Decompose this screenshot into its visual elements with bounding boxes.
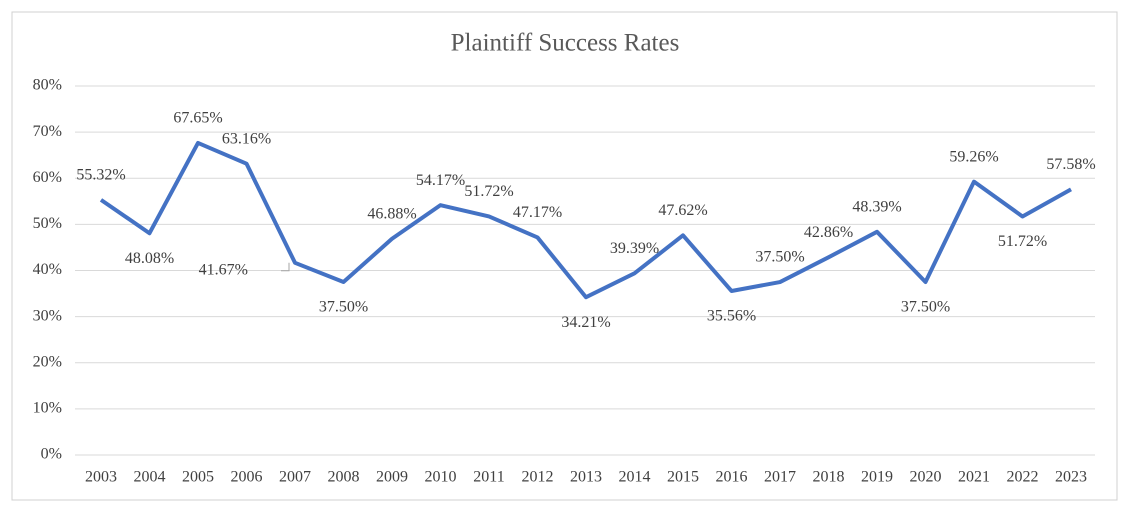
x-tick-label: 2022	[1007, 469, 1039, 486]
leader-line	[281, 262, 290, 272]
data-label: 35.56%	[707, 308, 756, 325]
x-tick-label: 2013	[570, 469, 602, 486]
data-label: 67.65%	[173, 110, 222, 127]
x-tick-label: 2006	[231, 469, 263, 486]
data-label: 34.21%	[561, 314, 610, 331]
data-label: 46.88%	[367, 205, 416, 222]
y-tick-label: 40%	[33, 261, 62, 278]
x-tick-label: 2009	[376, 469, 408, 486]
data-label: 48.39%	[852, 198, 901, 215]
x-tick-label: 2007	[279, 469, 311, 486]
x-tick-label: 2012	[522, 469, 554, 486]
chart-title: Plaintiff Success Rates	[451, 30, 680, 57]
data-label: 55.32%	[76, 167, 125, 184]
y-tick-label: 30%	[33, 307, 62, 324]
x-tick-label: 2003	[85, 469, 117, 486]
data-label: 63.16%	[222, 130, 271, 147]
y-tick-label: 70%	[33, 123, 62, 140]
data-label: 47.62%	[658, 202, 707, 219]
x-tick-label: 2014	[619, 469, 651, 486]
data-label: 42.86%	[804, 224, 853, 241]
data-label: 48.08%	[125, 250, 174, 267]
data-label: 37.50%	[901, 299, 950, 316]
y-tick-label: 10%	[33, 400, 62, 417]
data-label: 41.67%	[199, 261, 248, 278]
x-tick-label: 2023	[1055, 469, 1087, 486]
x-tick-label: 2020	[910, 469, 942, 486]
data-label: 59.26%	[949, 148, 998, 165]
y-tick-label: 50%	[33, 215, 62, 232]
data-label: 37.50%	[319, 299, 368, 316]
x-tick-label: 2017	[764, 469, 796, 486]
x-tick-label: 2018	[813, 469, 845, 486]
data-label: 57.58%	[1046, 156, 1095, 173]
chart-border	[11, 11, 1118, 501]
y-tick-label: 20%	[33, 353, 62, 370]
data-line	[99, 140, 1072, 300]
x-tick-label: 2005	[182, 469, 214, 486]
x-tick-label: 2016	[716, 469, 748, 486]
x-tick-label: 2019	[861, 469, 893, 486]
y-tick-label: 80%	[33, 77, 62, 94]
x-tick-label: 2011	[473, 469, 504, 486]
data-label: 39.39%	[610, 240, 659, 257]
data-label: 54.17%	[416, 172, 465, 189]
data-label: 47.17%	[513, 204, 562, 221]
x-tick-label: 2008	[328, 469, 360, 486]
data-label: 51.72%	[464, 183, 513, 200]
y-tick-label: 60%	[33, 169, 62, 186]
y-tick-label: 0%	[41, 446, 62, 463]
data-label: 37.50%	[755, 249, 804, 266]
x-tick-label: 2004	[134, 469, 166, 486]
x-tick-label: 2015	[667, 469, 699, 486]
x-tick-label: 2010	[425, 469, 457, 486]
x-tick-label: 2021	[958, 469, 990, 486]
data-label: 51.72%	[998, 233, 1047, 250]
